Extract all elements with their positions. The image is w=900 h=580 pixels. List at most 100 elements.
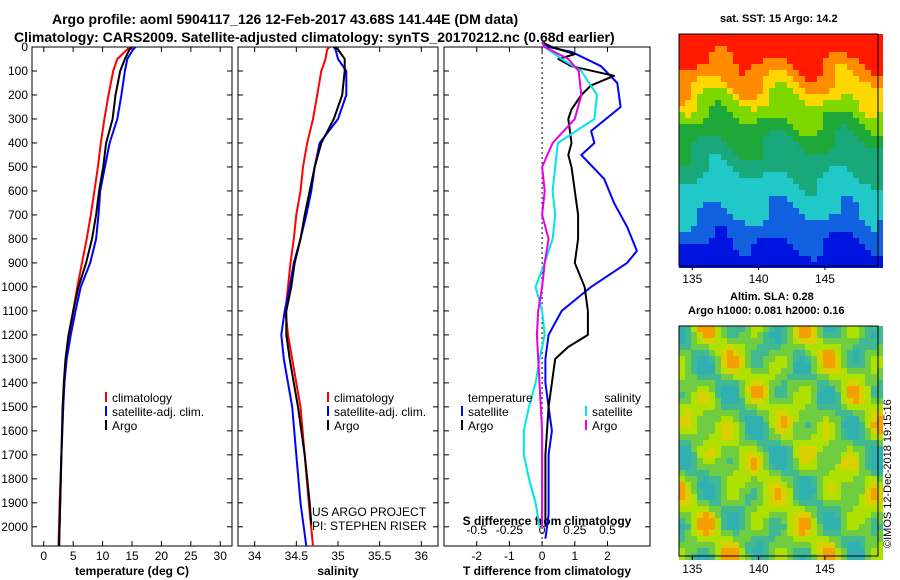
map-cell bbox=[787, 94, 793, 100]
map-cell bbox=[835, 500, 841, 506]
map-cell bbox=[817, 404, 823, 410]
map-cell bbox=[739, 494, 745, 500]
map-cell bbox=[829, 202, 835, 208]
map-cell bbox=[805, 196, 811, 202]
map-cell bbox=[847, 166, 853, 172]
map-cell bbox=[865, 506, 871, 512]
map-cell bbox=[829, 112, 835, 118]
map-cell bbox=[709, 410, 715, 416]
map-cell bbox=[739, 118, 745, 124]
map-cell bbox=[685, 500, 691, 506]
map-cell bbox=[871, 476, 877, 482]
map-cell bbox=[685, 440, 691, 446]
map-cell bbox=[841, 232, 847, 238]
map-cell bbox=[703, 374, 709, 380]
map-cell bbox=[811, 506, 817, 512]
map-cell bbox=[841, 184, 847, 190]
map-cell bbox=[823, 136, 829, 142]
map-cell bbox=[877, 404, 883, 410]
map-cell bbox=[823, 262, 829, 268]
map-cell bbox=[715, 130, 721, 136]
x-tick-label: 34.5 bbox=[285, 549, 309, 563]
map-cell bbox=[823, 536, 829, 542]
map-cell bbox=[751, 428, 757, 434]
map-cell bbox=[763, 536, 769, 542]
map-cell bbox=[811, 238, 817, 244]
map-cell bbox=[865, 350, 871, 356]
map-cell bbox=[769, 142, 775, 148]
map-cell bbox=[841, 148, 847, 154]
map-cell bbox=[775, 392, 781, 398]
map-cell bbox=[805, 226, 811, 232]
map-cell bbox=[757, 46, 763, 52]
map-cell bbox=[817, 76, 823, 82]
map-cell bbox=[841, 82, 847, 88]
map-cell bbox=[871, 542, 877, 548]
map-cell bbox=[709, 404, 715, 410]
map-cell bbox=[823, 214, 829, 220]
map-cell bbox=[871, 52, 877, 58]
map-cell bbox=[811, 362, 817, 368]
map-cell bbox=[685, 356, 691, 362]
map-cell bbox=[805, 464, 811, 470]
map-cell bbox=[763, 428, 769, 434]
map-cell bbox=[721, 136, 727, 142]
map-cell bbox=[841, 392, 847, 398]
map-cell bbox=[757, 88, 763, 94]
map-cell bbox=[709, 476, 715, 482]
map-cell bbox=[763, 332, 769, 338]
map-cell bbox=[703, 488, 709, 494]
map-cell bbox=[757, 482, 763, 488]
title-line-1: Argo profile: aoml 5904117_126 12-Feb-20… bbox=[52, 11, 518, 27]
map-cell bbox=[733, 428, 739, 434]
map-cell bbox=[877, 106, 883, 112]
map-cell bbox=[709, 52, 715, 58]
map-cell bbox=[859, 524, 865, 530]
map-cell bbox=[811, 202, 817, 208]
map-cell bbox=[769, 232, 775, 238]
map-cell bbox=[859, 488, 865, 494]
map-cell bbox=[715, 220, 721, 226]
map-cell bbox=[835, 100, 841, 106]
map-cell bbox=[829, 160, 835, 166]
map-cell bbox=[757, 226, 763, 232]
map-cell bbox=[691, 440, 697, 446]
map-cell bbox=[799, 476, 805, 482]
map-cell bbox=[805, 482, 811, 488]
temperature-panel: 0100200300400500600700800900100011001200… bbox=[1, 40, 233, 578]
map-cell bbox=[847, 202, 853, 208]
map-cell bbox=[793, 518, 799, 524]
x-tick-label: 15 bbox=[125, 549, 139, 563]
map-cell bbox=[775, 362, 781, 368]
map-cell bbox=[769, 518, 775, 524]
map-cell bbox=[865, 440, 871, 446]
map-cell bbox=[799, 392, 805, 398]
map-cell bbox=[823, 542, 829, 548]
map-cell bbox=[877, 196, 883, 202]
map-cell bbox=[877, 208, 883, 214]
x-tick-label: 0 bbox=[539, 549, 546, 563]
map-cell bbox=[877, 386, 883, 392]
map-cell bbox=[763, 232, 769, 238]
map-cell bbox=[847, 554, 853, 560]
map-cell bbox=[823, 100, 829, 106]
map-cell bbox=[799, 404, 805, 410]
map-cell bbox=[835, 238, 841, 244]
map-cell bbox=[709, 416, 715, 422]
map-cell bbox=[835, 344, 841, 350]
map-cell bbox=[727, 202, 733, 208]
map-cell bbox=[685, 368, 691, 374]
series-line-argo bbox=[58, 46, 133, 547]
map-cell bbox=[775, 52, 781, 58]
lon-tick-label: 145 bbox=[815, 272, 835, 286]
map-cell bbox=[781, 458, 787, 464]
map-cell bbox=[709, 458, 715, 464]
map-cell bbox=[703, 440, 709, 446]
map-cell bbox=[727, 142, 733, 148]
map-cell bbox=[811, 196, 817, 202]
map-cell bbox=[769, 554, 775, 560]
map-cell bbox=[715, 416, 721, 422]
map-cell bbox=[823, 154, 829, 160]
map-cell bbox=[781, 332, 787, 338]
map-cell bbox=[727, 232, 733, 238]
